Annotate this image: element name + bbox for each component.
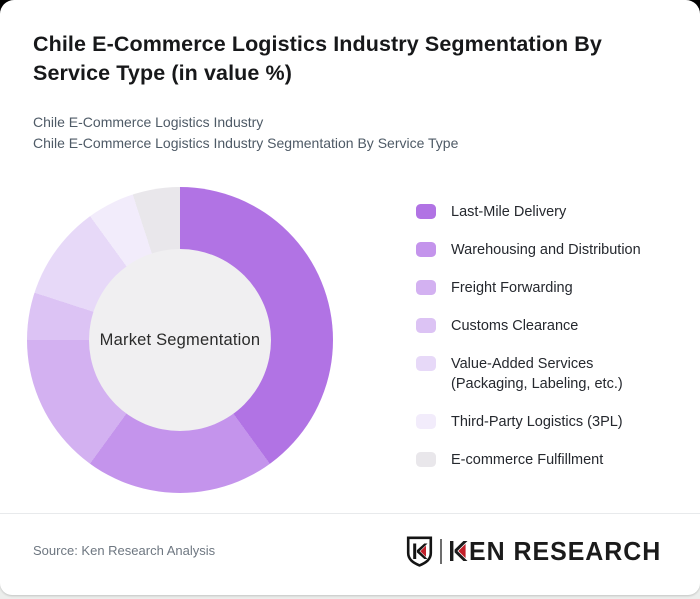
shield-k-icon: [406, 536, 432, 567]
legend-item-customs-clearance: Customs Clearance: [416, 316, 641, 336]
legend-label: E-commerce Fulfillment: [451, 452, 604, 468]
ken-research-logo: EN RESEARCH: [406, 535, 669, 567]
legend-swatch-icon: [416, 242, 436, 257]
legend-swatch-icon: [416, 414, 436, 429]
donut-center-label: Market Segmentation: [99, 330, 261, 349]
brand-k-icon: [449, 541, 468, 561]
subtitle-line-1: Chile E-Commerce Logistics Industry: [33, 114, 264, 130]
donut-chart: Market Segmentation: [27, 187, 333, 493]
page-title: Chile E-Commerce Logistics Industry Segm…: [33, 32, 602, 85]
subtitle-line-2: Chile E-Commerce Logistics Industry Segm…: [33, 135, 459, 151]
legend-label: Value-Added Services: [451, 356, 594, 372]
legend-item-ecommerce-fulfillment: E-commerce Fulfillment: [416, 450, 641, 470]
logo-separator: [439, 538, 442, 564]
legend-label-sub: (Packaging, Labeling, etc.): [451, 376, 623, 392]
brand-wordmark: EN RESEARCH: [449, 536, 669, 566]
legend-swatch-icon: [416, 356, 436, 371]
legend-item-freight-forwarding: Freight Forwarding: [416, 278, 641, 298]
legend-swatch-icon: [416, 318, 436, 333]
legend-label: Last-Mile Delivery: [451, 204, 567, 220]
legend-label: Third-Party Logistics (3PL): [451, 414, 623, 430]
legend-item-third-party-logistics: Third-Party Logistics (3PL): [416, 412, 641, 432]
brand-text: EN RESEARCH: [468, 536, 661, 566]
chart-subtitle: Chile E-Commerce Logistics Industry Chil…: [33, 112, 458, 154]
legend-swatch-icon: [416, 452, 436, 467]
footer-divider: [0, 513, 700, 514]
legend-swatch-icon: [416, 204, 436, 219]
donut-center: Market Segmentation: [89, 249, 271, 431]
legend-item-last-mile-delivery: Last-Mile Delivery: [416, 202, 641, 222]
legend-swatch-icon: [416, 280, 436, 295]
legend-item-warehousing-distribution: Warehousing and Distribution: [416, 240, 641, 260]
legend-label: Customs Clearance: [451, 318, 579, 334]
source-note: Source: Ken Research Analysis: [33, 543, 216, 558]
chart-legend: Last-Mile Delivery Warehousing and Distr…: [416, 202, 641, 488]
legend-label: Freight Forwarding: [451, 280, 573, 296]
legend-label: Warehousing and Distribution: [451, 242, 641, 258]
legend-item-value-added-services: Value-Added Services (Packaging, Labeling…: [416, 354, 641, 394]
